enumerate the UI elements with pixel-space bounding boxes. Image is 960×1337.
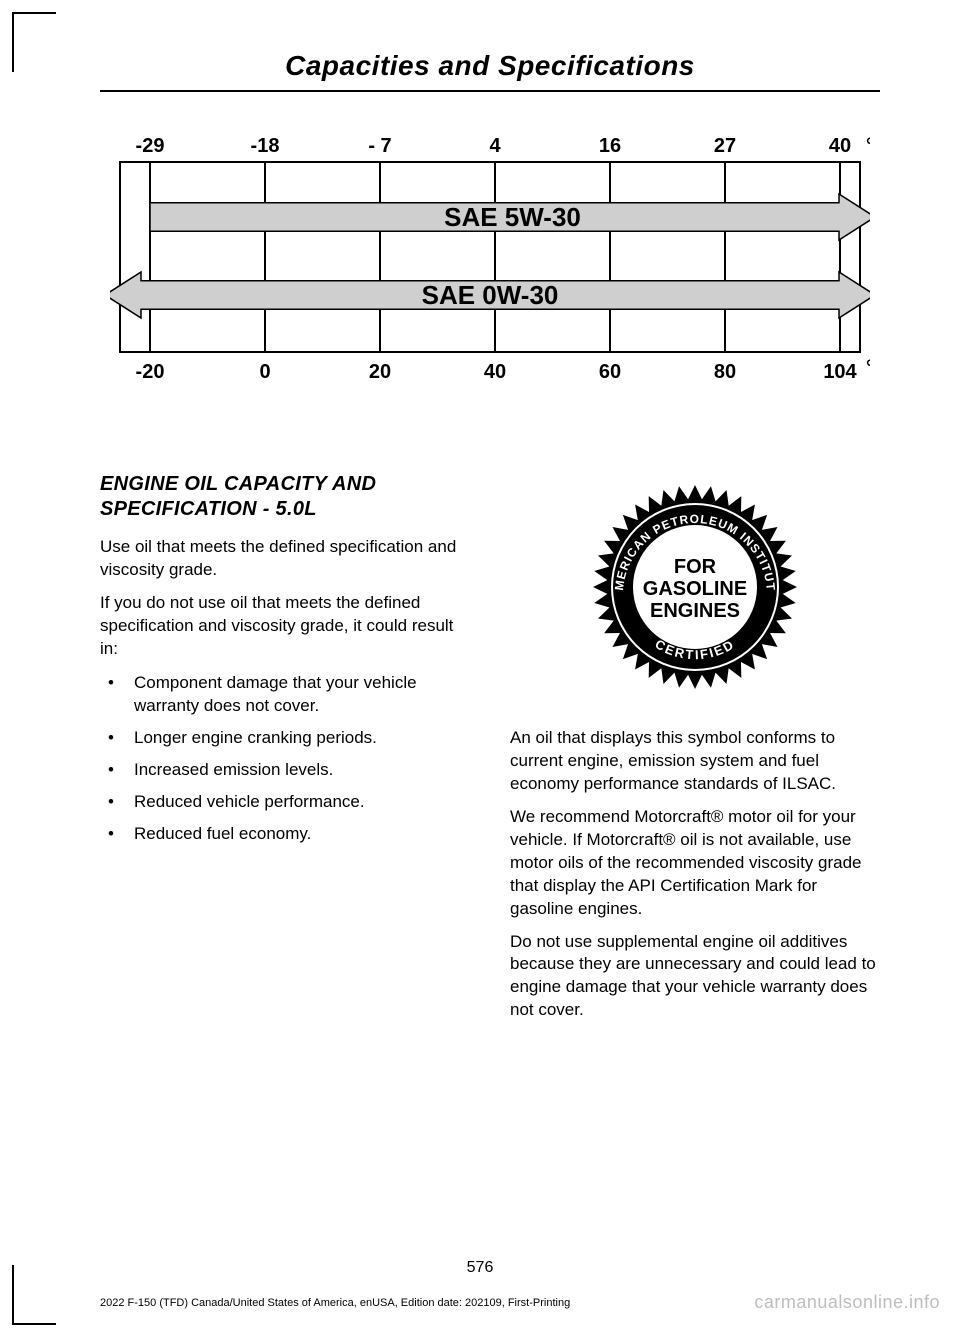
list-item: Component damage that your vehicle warra… [100,671,470,719]
svg-text:-18: -18 [251,135,280,157]
section-heading: ENGINE OIL CAPACITY AND SPECIFICATION - … [100,472,470,522]
svg-text:- 7: - 7 [368,135,391,157]
body-paragraph: An oil that displays this symbol conform… [510,727,880,796]
chart-svg: -29 -18 - 7 4 16 27 40 °C SAE 5W-30 SAE 0W-30 -20 0… [110,132,870,412]
svg-text:40: 40 [484,361,506,383]
svg-text:20: 20 [369,361,391,383]
watermark-text: carmanualsonline.info [754,1292,940,1313]
svg-text:104: 104 [823,361,857,383]
page-title: Capacities and Specifications [100,50,880,82]
svg-text:4: 4 [489,135,501,157]
svg-text:SAE 0W-30: SAE 0W-30 [422,280,559,310]
bullet-list: Component damage that your vehicle warra… [100,671,470,846]
svg-text:16: 16 [599,135,621,157]
svg-text:FOR: FOR [674,556,717,578]
svg-text:-20: -20 [136,361,165,383]
body-paragraph: We recommend Motorcraft® motor oil for y… [510,806,880,921]
svg-text:0: 0 [259,361,270,383]
svg-text:SAE 5W-30: SAE 5W-30 [444,202,581,232]
api-seal: AMERICAN PETROLEUM INSTITUTECERTIFIEDFOR… [510,482,880,697]
svg-text:°F: °F [866,357,870,379]
page-header: Capacities and Specifications [100,50,880,92]
svg-text:60: 60 [599,361,621,383]
list-item: Longer engine cranking periods. [100,726,470,750]
page-number: 576 [0,1259,960,1277]
right-column: AMERICAN PETROLEUM INSTITUTECERTIFIEDFOR… [510,472,880,1032]
two-column-body: ENGINE OIL CAPACITY AND SPECIFICATION - … [100,472,880,1032]
svg-text:-29: -29 [136,135,165,157]
list-item: Reduced vehicle performance. [100,790,470,814]
left-column: ENGINE OIL CAPACITY AND SPECIFICATION - … [100,472,470,1032]
body-paragraph: Use oil that meets the defined specifica… [100,536,470,582]
svg-text:°C: °C [866,135,870,157]
body-paragraph: Do not use supplemental engine oil addit… [510,931,880,1023]
svg-text:40: 40 [829,135,851,157]
seal-svg: AMERICAN PETROLEUM INSTITUTECERTIFIEDFOR… [590,482,800,692]
footer-text: 2022 F-150 (TFD) Canada/United States of… [100,1297,570,1309]
svg-text:GASOLINE: GASOLINE [643,578,747,600]
list-item: Reduced fuel economy. [100,822,470,846]
page-content: Capacities and Specifications -29 -18 - 7 4… [0,0,960,1337]
body-paragraph: If you do not use oil that meets the def… [100,592,470,661]
svg-text:ENGINES: ENGINES [650,600,740,622]
oil-viscosity-chart: -29 -18 - 7 4 16 27 40 °C SAE 5W-30 SAE 0W-30 -20 0… [110,132,870,412]
svg-text:80: 80 [714,361,736,383]
list-item: Increased emission levels. [100,758,470,782]
svg-text:27: 27 [714,135,736,157]
